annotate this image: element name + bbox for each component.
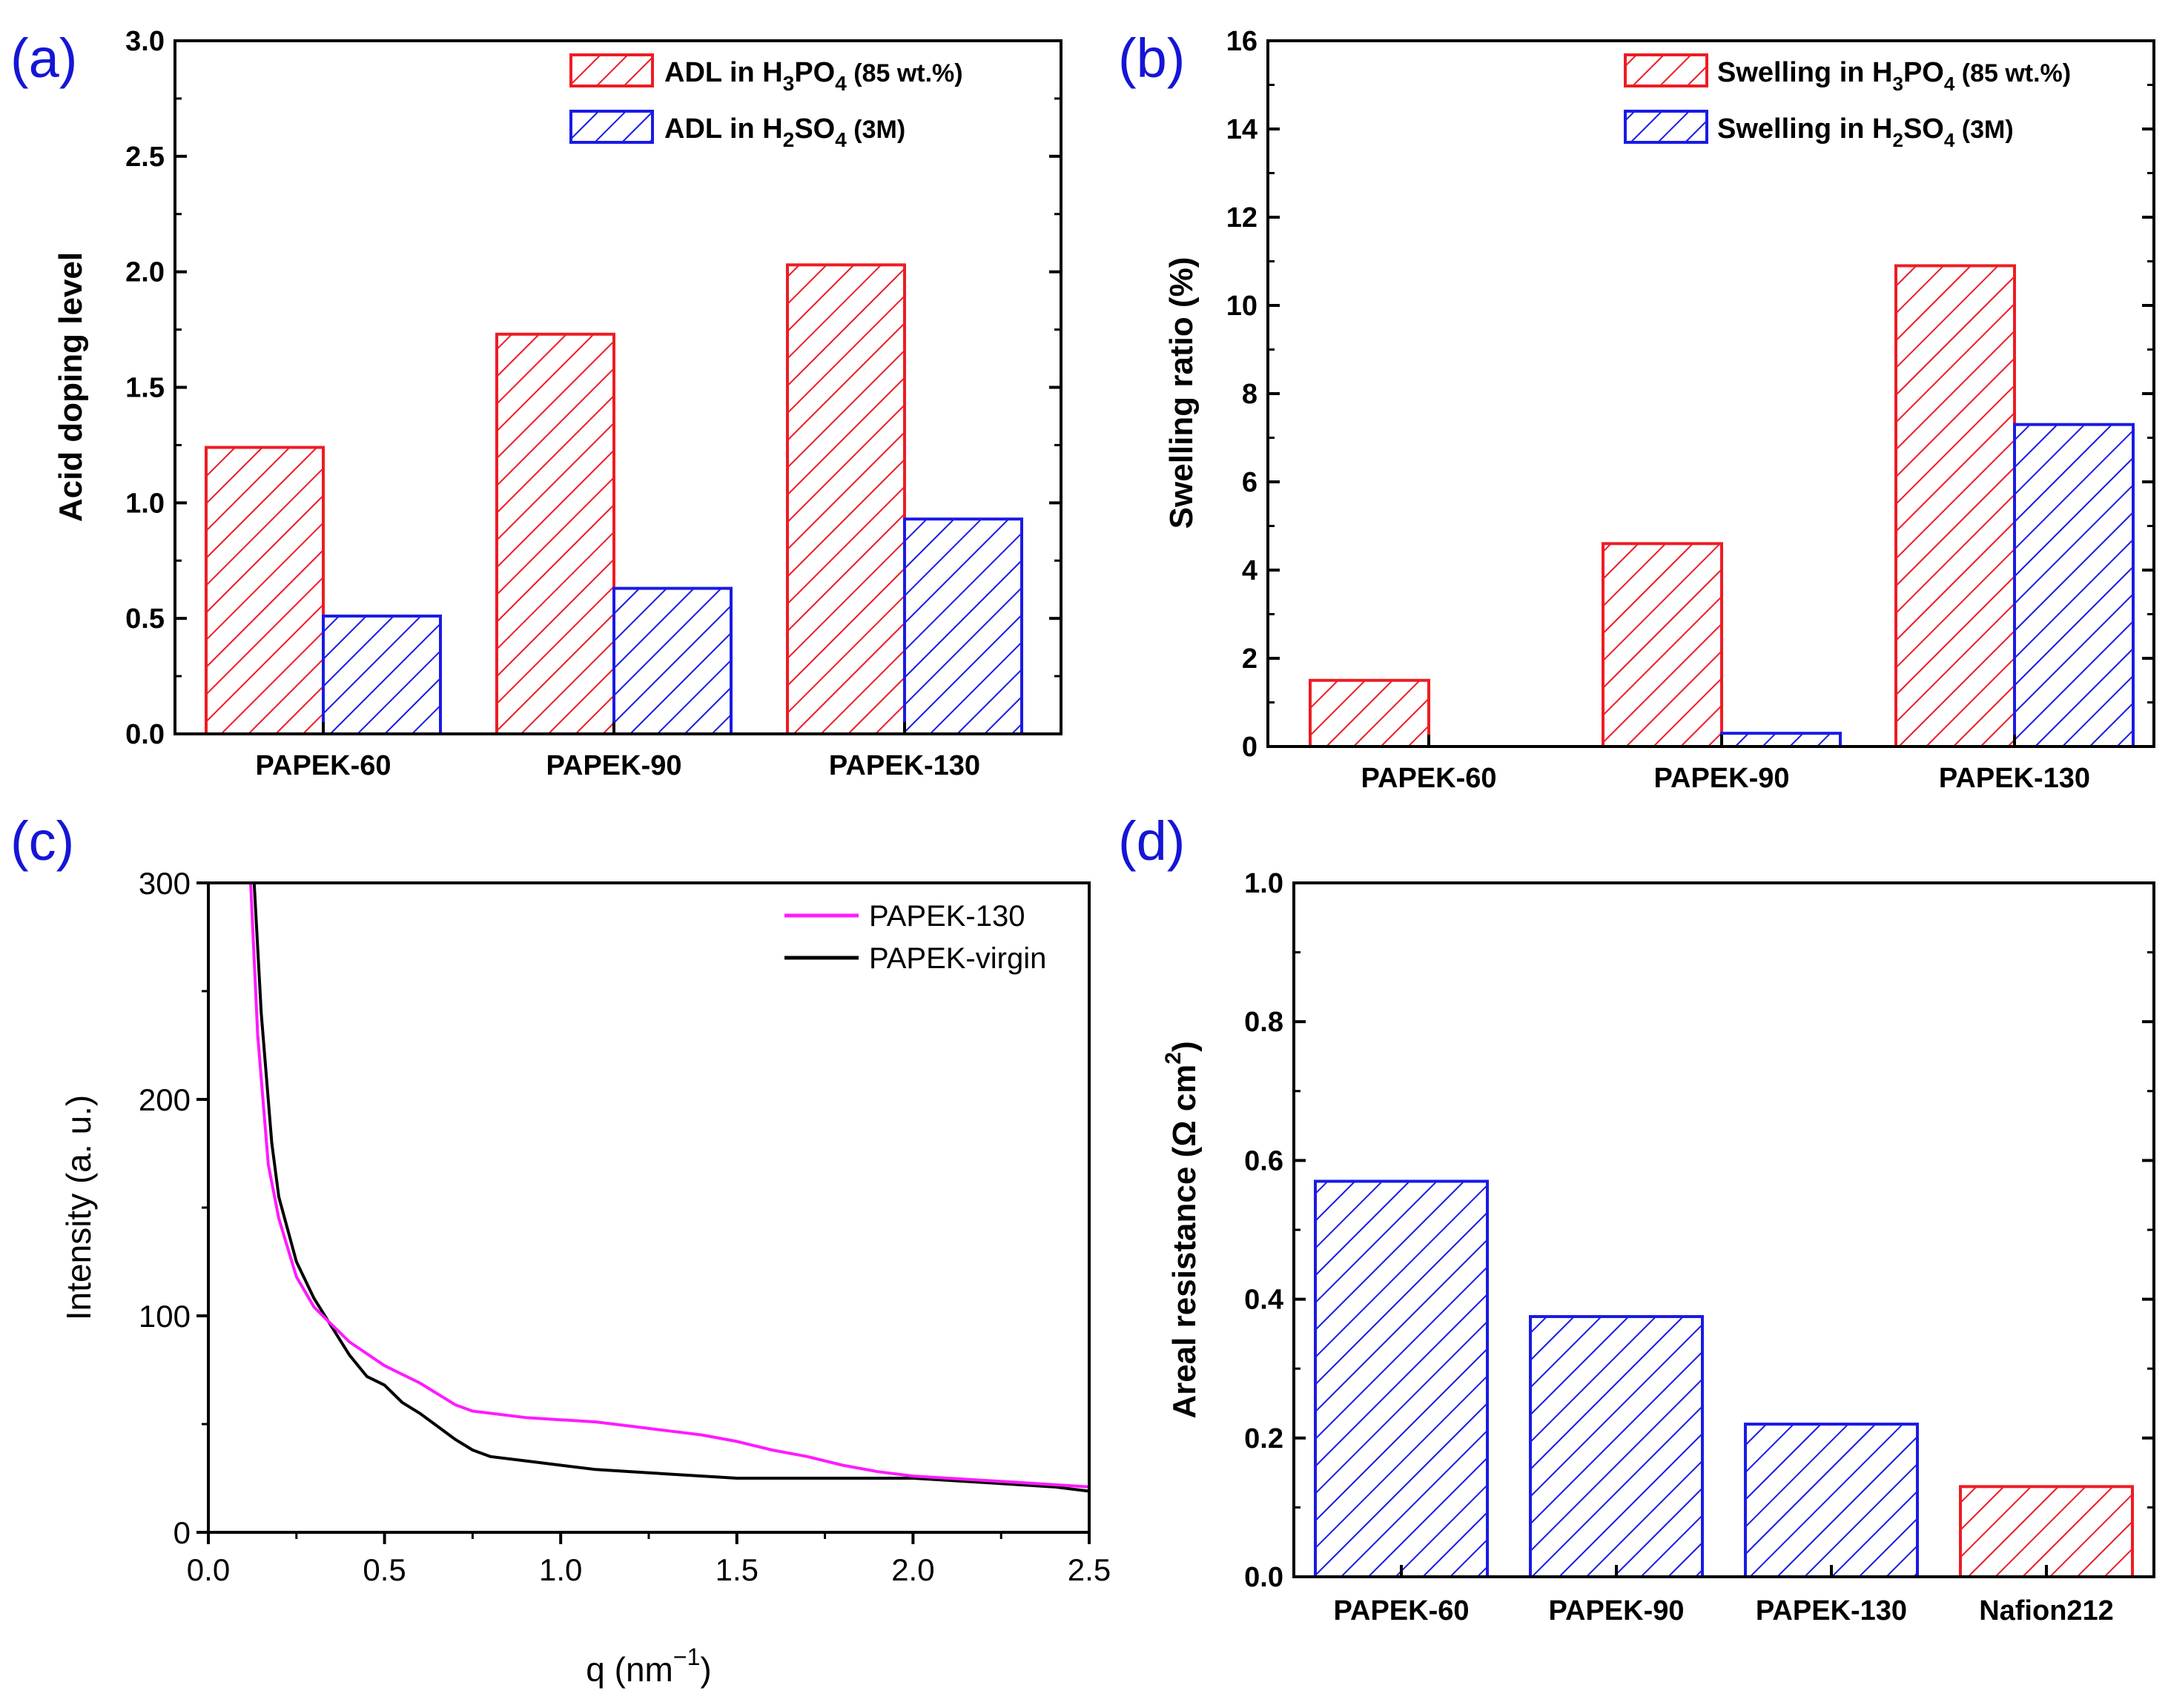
y-tick-label-1-5: 1.5: [125, 373, 165, 404]
bar-papek-130-h2so4: [2013, 423, 2135, 749]
x-tick-label-nafion212: Nafion212: [1979, 1595, 2114, 1626]
legend-label-swelling-h2so4: Swelling in H2SO4 (3M): [1717, 113, 2014, 151]
y-tick-label-0-5: 0.5: [125, 603, 165, 635]
panel-label-b: (b): [1118, 27, 1185, 89]
panel-c-x-label: q (nm−1): [586, 1644, 711, 1689]
y-tick-label-3-0: 3.0: [125, 26, 165, 57]
bar-papek-130-h2so4: [903, 517, 1023, 736]
x-tick-label-0-0: 0.0: [187, 1552, 230, 1587]
panel-b-legend: Swelling in H3PO4 (85 wt.%) Swelling in …: [1624, 53, 2071, 151]
bar-papek-60-h3po4: [205, 446, 325, 735]
y-tick-label-300: 300: [139, 866, 191, 901]
panel-label-d: (d): [1118, 810, 1185, 872]
series-line-papek-virgin: [252, 883, 1089, 1493]
x-tick-label-papek-130: PAPEK-130: [829, 750, 980, 781]
legend-swatch-h3po4: [569, 53, 654, 87]
panel-b-bars: [1309, 264, 2135, 749]
y-tick-label-2-5: 2.5: [125, 142, 165, 173]
panel-a-y-label: Acid doping level: [53, 252, 89, 522]
legend-swatch-swelling-h2so4: [1624, 110, 1708, 144]
panel-a-y-ticks: 0.0 0.5 1.0 1.5 2.0 2.5 3.0: [125, 26, 1061, 750]
x-tick-label-papek-60: PAPEK-60: [255, 750, 391, 781]
x-tick-label-papek-90: PAPEK-90: [1653, 763, 1789, 794]
y-tick-label-0-2: 0.2: [1244, 1423, 1283, 1454]
x-tick-label-1-0: 1.0: [539, 1552, 582, 1587]
y-tick-label-2: 2: [1242, 643, 1257, 675]
legend-label-swelling-h3po4: Swelling in H3PO4 (85 wt.%): [1717, 57, 2071, 95]
panel-a: (a) 0.00.51.01.52.02.53.0 PAPEK-60 PAPEK-…: [10, 26, 1062, 781]
y-tick-label-0-0: 0.0: [125, 719, 165, 750]
bar-papek-130-h3po4: [1894, 264, 2016, 748]
panel-c-x-ticks: 0.0 0.5 1.0 1.5 2.0 2.5: [187, 1532, 1111, 1587]
panel-b-y-ticks: 0 2 4 6 8 10 12 14 16: [1226, 26, 2154, 763]
bar-papek-60: [1314, 1179, 1489, 1578]
x-tick-label-2-5: 2.5: [1068, 1552, 1111, 1587]
bar-papek-90-h2so4: [612, 586, 733, 736]
panel-c: (c) 0 100 200 300 0.0 0.5 1.0 1.5 2.0 2.5 Intens…: [10, 810, 1111, 1689]
bar-papek-90: [1529, 1315, 1704, 1578]
bar-papek-90-h3po4: [1602, 542, 1723, 748]
x-tick-label-papek-60: PAPEK-60: [1333, 1595, 1469, 1626]
x-tick-label-papek-60: PAPEK-60: [1361, 763, 1496, 794]
series-line-papek-130: [249, 883, 1089, 1489]
y-tick-label-2-0: 2.0: [125, 257, 165, 288]
panel-c-y-label: Intensity (a. u.): [59, 1095, 98, 1320]
x-tick-label-papek-90: PAPEK-90: [546, 750, 681, 781]
legend-swatch-h2so4: [569, 110, 654, 144]
panel-d-y-ticks: 0.0 0.2 0.4 0.6 0.8 1.0: [1244, 868, 2154, 1593]
panel-c-y-ticks: 0 100 200 300: [139, 866, 208, 1550]
x-tick-label-1-5: 1.5: [715, 1552, 759, 1587]
x-tick-label-papek-130: PAPEK-130: [1756, 1595, 1907, 1626]
legend-swatch-swelling-h3po4: [1624, 53, 1708, 87]
bar-papek-90-h2so4: [1720, 732, 1842, 749]
y-tick-label-4: 4: [1242, 555, 1257, 586]
panel-a-legend: ADL in H3PO4 (85 wt.%) ADL in H2SO4 (3M): [569, 53, 963, 151]
y-tick-label-0-8: 0.8: [1244, 1007, 1283, 1038]
y-tick-label-8: 8: [1242, 379, 1257, 410]
legend-label-h3po4: ADL in H3PO4 (85 wt.%): [664, 57, 963, 95]
panel-label-a: (a): [10, 27, 77, 89]
panel-b-x-ticks: PAPEK-60 PAPEK-90 PAPEK-130: [1361, 735, 2090, 794]
bar-papek-60-h3po4: [1309, 678, 1430, 748]
bar-papek-60-h2so4: [322, 615, 442, 735]
y-tick-label-1-0: 1.0: [1244, 868, 1283, 899]
y-tick-label-0-6: 0.6: [1244, 1145, 1283, 1176]
panel-c-frame: [207, 881, 1091, 1534]
bar-papek-90-h3po4: [495, 332, 615, 736]
y-tick-label-200: 200: [139, 1082, 191, 1117]
x-tick-label-0-5: 0.5: [363, 1552, 406, 1587]
y-tick-label-16: 16: [1226, 26, 1257, 57]
panel-d-y-label: Areal resistance (Ω cm2): [1161, 1041, 1203, 1418]
y-tick-label-100: 100: [139, 1299, 191, 1334]
x-tick-label-2-0: 2.0: [891, 1552, 934, 1587]
legend-label-papek-virgin: PAPEK-virgin: [869, 942, 1046, 975]
y-tick-label-1-0: 1.0: [125, 488, 165, 519]
panel-c-lines: [249, 883, 1089, 1493]
legend-label-h2so4: ADL in H2SO4 (3M): [664, 113, 905, 151]
panel-d-x-ticks: PAPEK-60 PAPEK-90 PAPEK-130 Nafion212: [1333, 1565, 2114, 1626]
x-tick-label-papek-130: PAPEK-130: [1939, 763, 2090, 794]
panel-d-bars: [1314, 1179, 2134, 1578]
y-tick-label-12: 12: [1226, 202, 1257, 234]
panel-c-legend: PAPEK-130 PAPEK-virgin: [784, 900, 1046, 975]
bar-nafion212: [1959, 1485, 2134, 1578]
panel-label-c: (c): [10, 810, 74, 872]
panel-d: (d) 0.00.20.40.60.81.0 PAPEK-60 PAPEK-90 P…: [1118, 810, 2155, 1626]
y-tick-label-0-0: 0.0: [1244, 1562, 1283, 1593]
x-tick-label-papek-90: PAPEK-90: [1548, 1595, 1684, 1626]
bar-papek-130: [1744, 1423, 1919, 1578]
y-tick-label-0-4: 0.4: [1244, 1285, 1283, 1316]
bar-papek-130-h3po4: [786, 263, 906, 736]
y-tick-label-0: 0: [1242, 732, 1257, 763]
y-tick-label-6: 6: [1242, 467, 1257, 498]
panel-a-x-ticks: PAPEK-60 PAPEK-90 PAPEK-130: [255, 722, 980, 781]
legend-label-papek-130: PAPEK-130: [869, 900, 1025, 933]
y-tick-label-0: 0: [173, 1515, 191, 1550]
panel-a-bars: [205, 263, 1023, 736]
panel-b-y-label: Swelling ratio (%): [1163, 257, 1200, 529]
y-tick-label-14: 14: [1226, 114, 1257, 145]
y-tick-label-10: 10: [1226, 291, 1257, 322]
